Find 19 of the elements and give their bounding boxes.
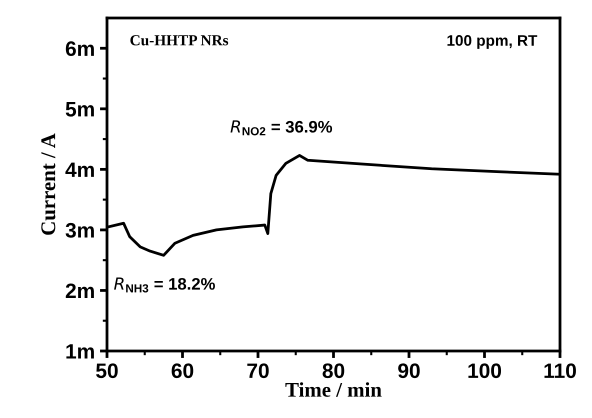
y-tick-label: 1m — [66, 344, 94, 359]
annotation: Cu-HHTP NRs — [130, 35, 228, 46]
x-tick-label: 70 — [247, 363, 269, 378]
y-tick-label: 5m — [66, 102, 94, 117]
y-tick-label: 2m — [66, 283, 94, 298]
annotation: R$_{NH3}$ = 18.2% — [114, 277, 215, 292]
x-tick-label: 90 — [398, 363, 420, 378]
annotation: 100 ppm, RT — [447, 35, 538, 49]
x-axis-title: Time / min — [285, 382, 382, 397]
x-tick-label: 80 — [322, 363, 344, 378]
y-axis-title: Current / A — [41, 133, 56, 235]
x-tick-label: 100 — [468, 363, 502, 378]
y-tick-label: 3m — [66, 222, 94, 238]
x-tick-label: 50 — [96, 363, 118, 378]
y-tick-label: 6m — [66, 41, 94, 56]
annotation: R$_{NO2}$ = 36.9% — [230, 120, 332, 136]
y-tick-label: 4m — [65, 162, 94, 177]
x-tick-label: 110 — [544, 363, 576, 378]
x-tick-label: 60 — [172, 363, 194, 378]
